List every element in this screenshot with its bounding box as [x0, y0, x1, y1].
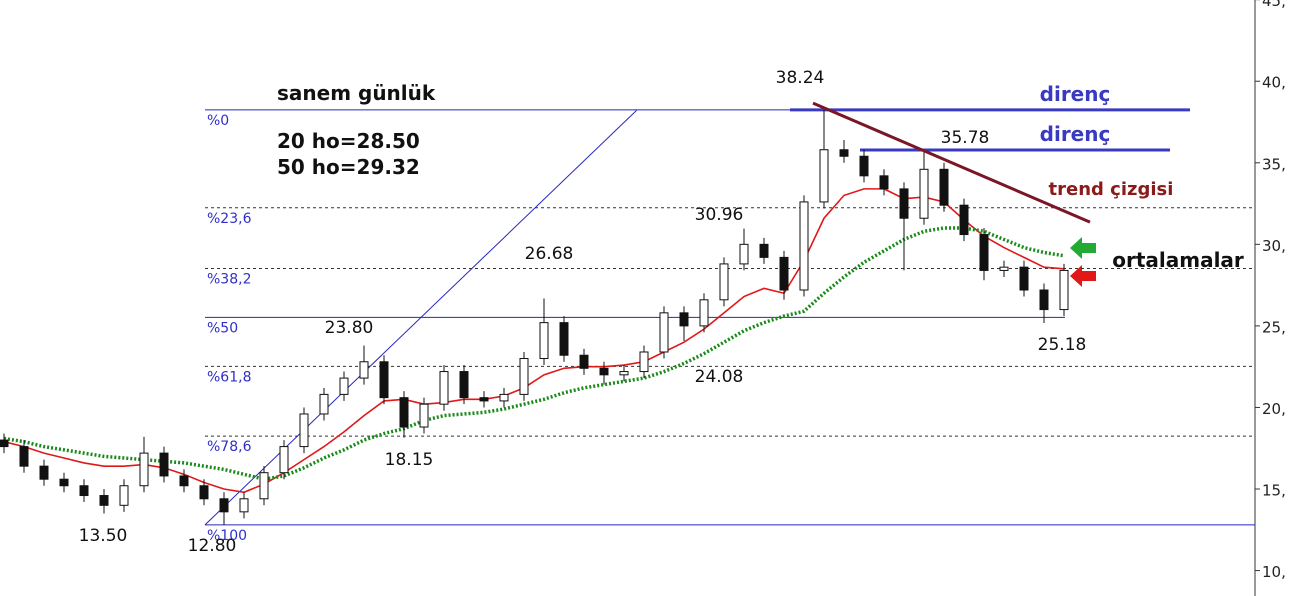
candle-body: [859, 155, 869, 177]
fib-label: %50: [207, 320, 238, 336]
candle-body: [639, 351, 649, 373]
candle-body: [359, 361, 369, 379]
candle-body: [459, 371, 469, 399]
chart-title: sanem günlük: [277, 81, 436, 105]
fib-label: %100: [207, 528, 247, 544]
price-label: 24.08: [695, 367, 744, 387]
candle-body: [39, 465, 49, 480]
trendline-label: trend çizgisi: [1049, 179, 1174, 200]
candle-body: [659, 312, 669, 353]
price-label: 25.18: [1038, 335, 1087, 355]
candle-body: [1019, 266, 1029, 291]
candle-body: [0, 439, 9, 448]
candle-body: [739, 243, 749, 265]
candle-body: [379, 361, 389, 399]
subtitle: 50 ho=29.32: [277, 155, 420, 179]
y-tick-label: 35,: [1262, 155, 1286, 173]
y-tick-label: 40,: [1262, 74, 1286, 92]
candle-body: [199, 485, 209, 500]
fib-label: %61,8: [207, 369, 251, 385]
fib-label: %23,6: [207, 211, 252, 227]
candle-body: [99, 495, 109, 506]
candle-body: [799, 201, 809, 291]
y-tick-label: 20,: [1262, 400, 1286, 418]
candle-body: [439, 371, 449, 405]
fib-label: %0: [207, 113, 229, 129]
candle-body: [119, 485, 129, 506]
resistance-label: direnç: [1040, 82, 1111, 106]
candle-body: [59, 478, 69, 487]
candle-body: [719, 263, 729, 301]
candle-body: [779, 256, 789, 291]
candle-body: [279, 446, 289, 474]
candle-body: [579, 354, 589, 369]
arrow-icon: [1070, 237, 1096, 259]
candle-body: [819, 149, 829, 203]
candle-body: [139, 452, 149, 487]
subtitle: 20 ho=28.50: [277, 129, 420, 153]
y-tick-label: 25,: [1262, 318, 1286, 336]
candle-body: [179, 475, 189, 487]
candle-body: [619, 371, 629, 376]
price-label: 23.80: [325, 318, 374, 338]
price-label: 35.78: [941, 128, 990, 148]
price-label: 30.96: [695, 205, 744, 225]
fib-diagonal: [204, 109, 638, 526]
candle-body: [299, 413, 309, 448]
price-label: 13.50: [79, 526, 128, 546]
candle-body: [219, 498, 229, 513]
candle-body: [539, 322, 549, 360]
candle-body: [699, 299, 709, 327]
candle-body: [959, 204, 969, 236]
candle-body: [919, 168, 929, 219]
candle-body: [499, 393, 509, 402]
candle-body: [339, 377, 349, 395]
moving-average: [3, 226, 1065, 481]
candle-body: [19, 446, 29, 467]
candle-body: [599, 367, 609, 376]
fib-label: %38,2: [207, 271, 251, 287]
y-tick-label: 15,: [1262, 482, 1286, 500]
candle-body: [419, 403, 429, 428]
candle-body: [519, 358, 529, 395]
y-tick-label: 30,: [1262, 237, 1286, 255]
y-tick-label: 10,: [1262, 563, 1286, 581]
price-label: 12.80: [188, 536, 237, 556]
candle-body: [999, 266, 1009, 271]
candle-body: [159, 452, 169, 477]
candle-body: [559, 322, 569, 356]
candle-body: [259, 472, 269, 500]
candle-body: [899, 188, 909, 219]
candle-body: [239, 498, 249, 513]
candle-body: [679, 312, 689, 327]
candle-body: [479, 397, 489, 402]
candle-body: [839, 149, 849, 157]
fib-label: %78,6: [207, 439, 252, 455]
candle-body: [1059, 269, 1069, 311]
y-tick-label: 45,: [1262, 0, 1286, 10]
resistance-label: direnç: [1040, 122, 1111, 146]
candle-body: [319, 393, 329, 415]
trendline: [812, 101, 1091, 224]
candle-body: [759, 243, 769, 258]
arrow-icon: [1070, 265, 1096, 287]
candle-body: [979, 234, 989, 271]
candle-body: [399, 397, 409, 428]
price-label: 18.15: [385, 450, 434, 470]
candle-body: [1039, 289, 1049, 311]
price-label: 38.24: [776, 68, 825, 88]
price-label: 26.68: [525, 244, 574, 264]
candle-body: [79, 485, 89, 497]
candle-body: [879, 175, 889, 190]
moving-average: [3, 188, 1065, 494]
candle-body: [939, 168, 949, 206]
